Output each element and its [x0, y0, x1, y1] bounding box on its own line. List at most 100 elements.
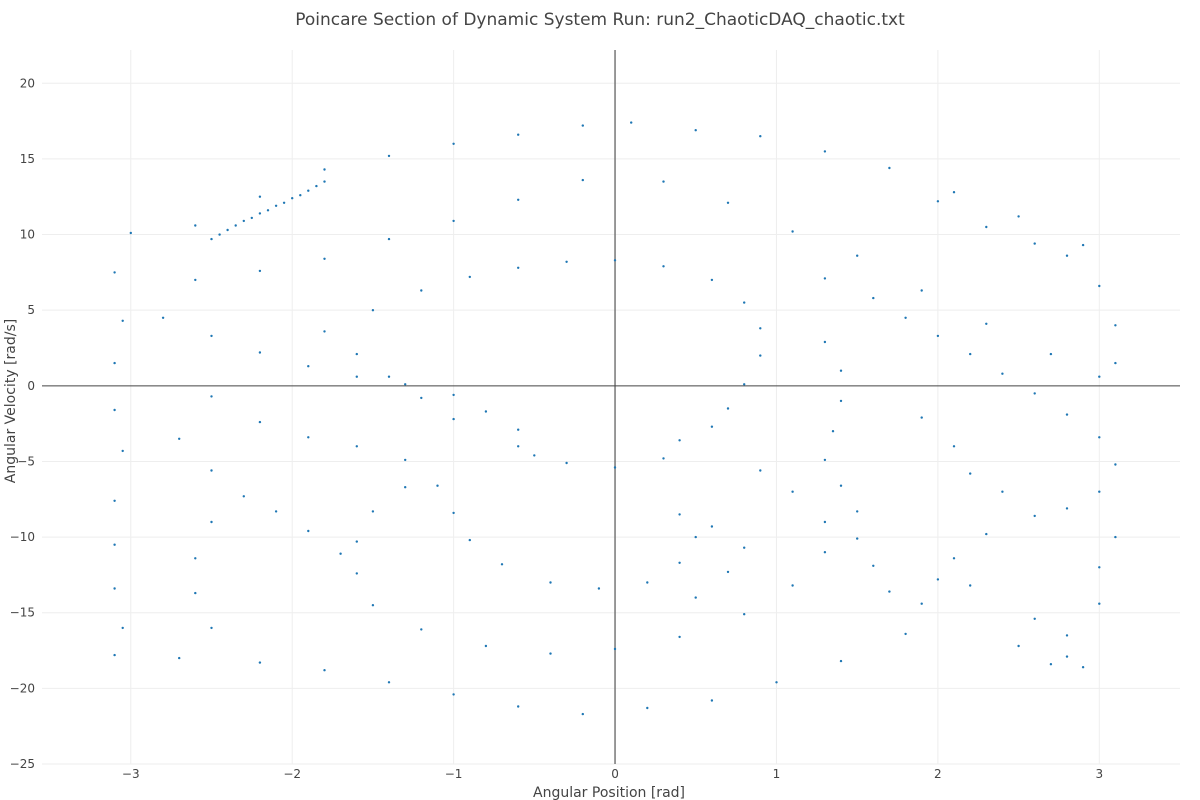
- data-point: [1098, 436, 1101, 439]
- data-point: [452, 511, 455, 515]
- data-point: [565, 461, 568, 465]
- data-point: [856, 537, 859, 540]
- data-point: [678, 513, 681, 516]
- data-point: [517, 445, 520, 448]
- data-point: [662, 457, 665, 460]
- data-point: [404, 458, 407, 462]
- data-point: [694, 596, 697, 599]
- data-point: [888, 166, 891, 170]
- data-point: [194, 591, 197, 595]
- data-point: [113, 543, 116, 546]
- y-tick-label: 15: [20, 152, 35, 166]
- data-point: [517, 705, 520, 708]
- data-point: [1033, 392, 1036, 395]
- data-point: [743, 383, 746, 386]
- data-point: [823, 458, 827, 462]
- x-tick-label: −3: [122, 767, 140, 781]
- data-point: [258, 420, 262, 424]
- data-point: [517, 266, 520, 269]
- data-point: [969, 584, 972, 587]
- data-point: [839, 484, 843, 487]
- data-point: [1081, 666, 1085, 669]
- data-point: [258, 212, 262, 215]
- data-point: [1098, 602, 1101, 605]
- data-point: [533, 454, 536, 457]
- data-point: [484, 644, 488, 648]
- data-point: [299, 194, 302, 197]
- data-point: [500, 563, 504, 566]
- data-point: [856, 254, 859, 257]
- data-point: [952, 191, 956, 194]
- data-point: [856, 510, 859, 513]
- zero-lines: [42, 50, 1180, 764]
- data-point: [969, 352, 972, 356]
- y-tick-label: −15: [10, 606, 35, 620]
- data-point: [743, 546, 746, 549]
- data-point: [323, 257, 326, 260]
- data-point: [791, 584, 794, 587]
- data-point: [1098, 490, 1101, 493]
- data-point: [178, 437, 181, 440]
- data-point: [823, 520, 827, 524]
- data-point: [662, 265, 665, 268]
- data-point: [743, 613, 746, 616]
- data-point: [888, 590, 891, 593]
- data-point: [1114, 463, 1117, 466]
- data-point: [452, 417, 455, 421]
- data-point: [307, 189, 310, 192]
- data-point: [484, 410, 488, 413]
- data-point: [952, 557, 956, 560]
- data-point: [452, 393, 455, 397]
- data-point: [694, 129, 697, 132]
- data-point: [678, 561, 681, 564]
- x-axis-title: Angular Position [rad]: [533, 785, 685, 800]
- data-point: [726, 570, 730, 574]
- data-point: [113, 499, 116, 502]
- data-point: [1049, 352, 1053, 356]
- data-point: [1001, 372, 1004, 375]
- data-point: [468, 538, 471, 542]
- data-point: [1098, 566, 1101, 569]
- data-point: [759, 327, 762, 330]
- data-point: [839, 369, 843, 372]
- data-point: [307, 436, 310, 439]
- data-point: [121, 319, 124, 322]
- data-point: [613, 466, 617, 469]
- data-point: [274, 204, 278, 207]
- data-point: [315, 184, 318, 188]
- data-point: [404, 486, 407, 489]
- data-point: [242, 219, 245, 223]
- data-point: [113, 408, 116, 412]
- data-point: [387, 237, 391, 241]
- x-tick-label: 0: [611, 767, 619, 781]
- data-point: [178, 656, 181, 660]
- data-point: [839, 659, 843, 663]
- data-point: [323, 669, 326, 672]
- data-point: [549, 652, 552, 655]
- data-point: [387, 154, 391, 158]
- data-point: [355, 352, 358, 356]
- data-point: [1017, 644, 1020, 648]
- data-point: [387, 375, 391, 378]
- data-point: [113, 271, 116, 274]
- data-point: [1033, 617, 1036, 620]
- data-point: [258, 351, 262, 354]
- data-point: [839, 399, 843, 403]
- data-point: [710, 425, 714, 428]
- data-point: [355, 540, 358, 543]
- data-point: [985, 532, 988, 536]
- data-point: [1098, 375, 1101, 378]
- data-point: [710, 278, 714, 282]
- data-point: [129, 231, 132, 235]
- data-point: [694, 535, 697, 539]
- data-point: [291, 197, 294, 200]
- data-point: [274, 510, 278, 513]
- data-point: [678, 635, 681, 639]
- data-point: [517, 198, 520, 201]
- data-point: [759, 135, 762, 138]
- data-point: [210, 237, 213, 241]
- data-point: [1114, 324, 1117, 327]
- data-point: [250, 216, 253, 220]
- data-point: [452, 219, 455, 223]
